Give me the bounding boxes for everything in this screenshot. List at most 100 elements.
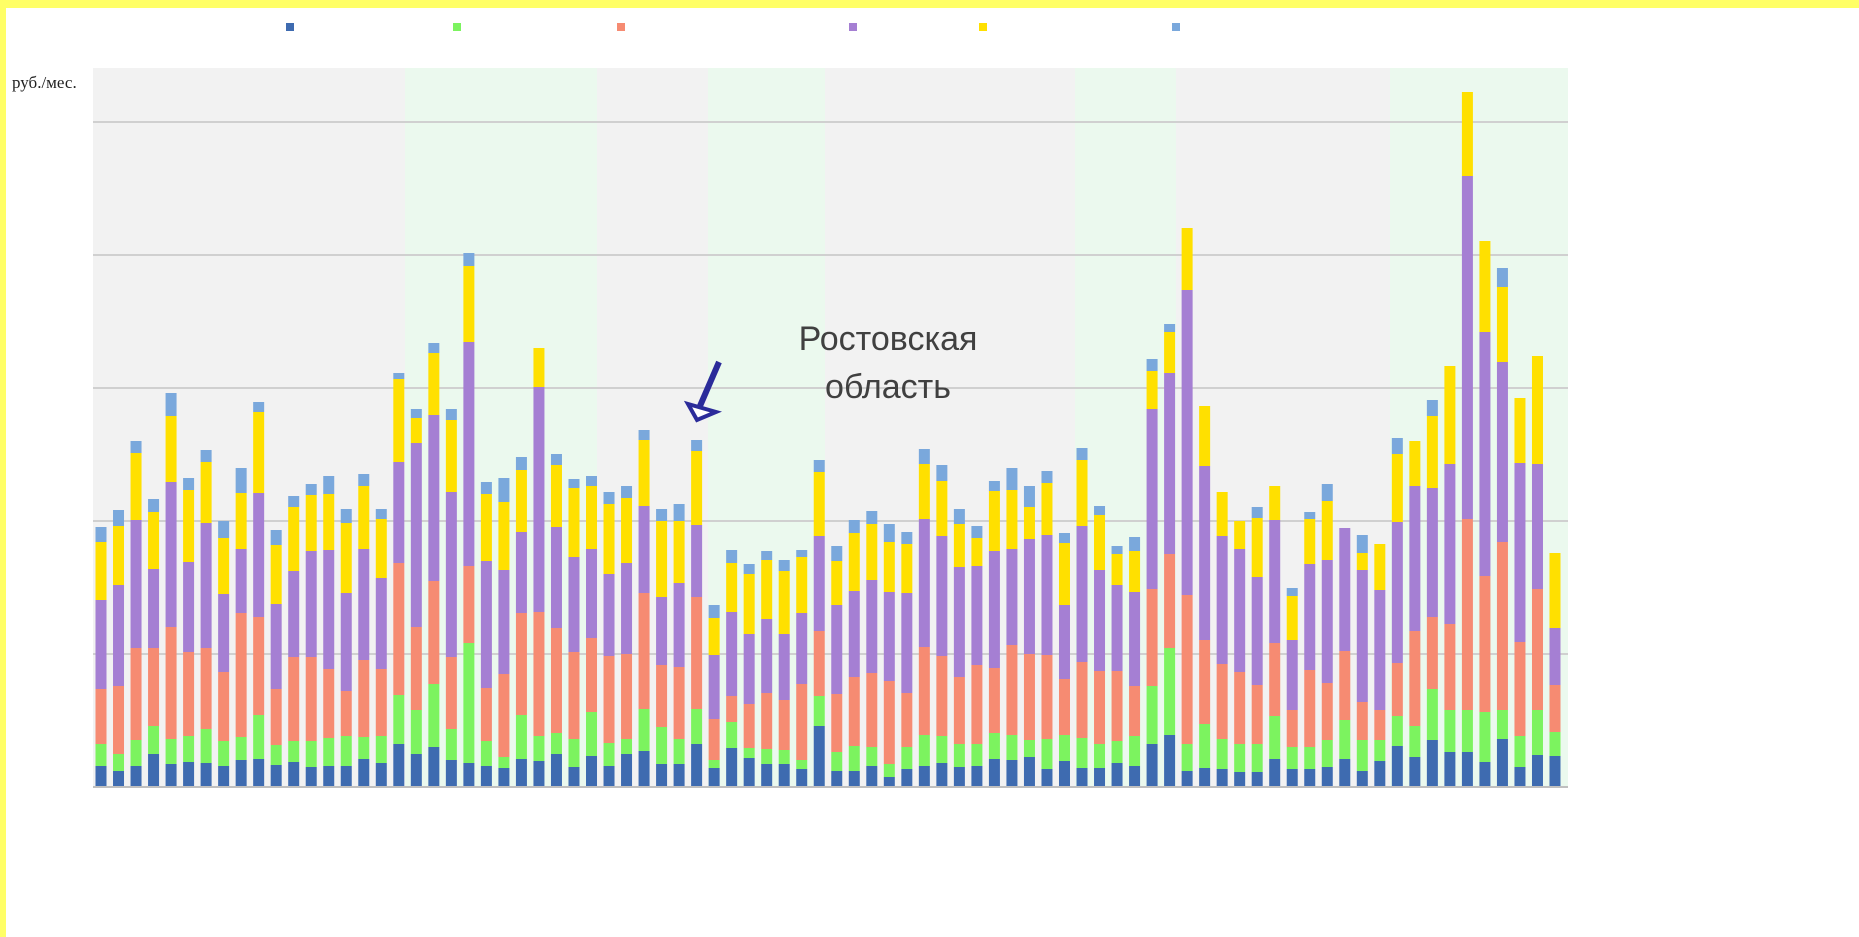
bar-segment: [1286, 596, 1298, 640]
bar-segment: [883, 681, 895, 764]
bar-segment: [410, 710, 422, 754]
bar-segment: [1216, 739, 1228, 769]
bar-segment: [1374, 740, 1386, 761]
bar-segment: [270, 545, 282, 604]
bar-segment: [480, 482, 492, 494]
bar-segment: [1531, 356, 1543, 464]
bar-segment: [323, 738, 335, 766]
bar-segment: [1146, 359, 1158, 371]
bar-segment: [1409, 486, 1421, 631]
bar-segment: [1356, 535, 1368, 553]
bar-segment: [936, 481, 948, 536]
bar-segment: [866, 580, 878, 673]
bar-segment: [1514, 767, 1526, 787]
bar-segment: [1058, 533, 1070, 543]
bar-segment: [586, 756, 598, 787]
bar-segment: [778, 560, 790, 571]
bar-segment: [183, 736, 195, 762]
bar-segment: [95, 542, 107, 600]
bar-segment: [533, 612, 545, 736]
bar-segment: [1304, 512, 1316, 519]
bar-segment: [1006, 760, 1018, 787]
bar-segment: [1304, 769, 1316, 787]
bar-segment: [848, 746, 860, 771]
bar-segment: [1286, 769, 1298, 787]
bar-segment: [1356, 740, 1368, 771]
bar-segment: [1234, 744, 1246, 772]
bar-segment: [1058, 543, 1070, 605]
bar-segment: [375, 763, 387, 787]
bar-segment: [936, 465, 948, 481]
bar-segment: [1444, 710, 1456, 752]
bar-segment: [586, 486, 598, 549]
bar-segment: [515, 759, 527, 787]
bar-segment: [550, 733, 562, 754]
bar-segment: [165, 393, 177, 416]
bar-segment: [1391, 522, 1403, 663]
bar-segment: [1304, 670, 1316, 747]
bar-segment: [953, 767, 965, 787]
bar-segment: [498, 674, 510, 757]
bar-segment: [918, 449, 930, 464]
bar-segment: [1286, 710, 1298, 747]
bar-segment: [656, 597, 668, 665]
bar-segment: [708, 760, 720, 768]
bar-segment: [445, 409, 457, 420]
bar-segment: [410, 627, 422, 710]
bar-segment: [323, 494, 335, 550]
bar-segment: [130, 766, 142, 787]
legend-swatch: [617, 23, 625, 31]
bar-segment: [1234, 549, 1246, 672]
bar-segment: [586, 476, 598, 486]
legend-swatch: [979, 23, 987, 31]
left-border: [0, 0, 6, 937]
bar-segment: [200, 523, 212, 648]
bar-segment: [358, 759, 370, 787]
bar-segment: [410, 409, 422, 418]
bar-segment: [235, 760, 247, 787]
bar-segment: [953, 509, 965, 524]
annotation: область: [825, 368, 951, 406]
bar-segment: [1111, 546, 1123, 554]
bar-segment: [883, 777, 895, 787]
bar-segment: [1146, 686, 1158, 744]
bar-segment: [1076, 738, 1088, 768]
bar-segment: [1111, 741, 1123, 763]
bar-segment: [1023, 654, 1035, 740]
bar-segment: [691, 744, 703, 787]
bar-segment: [761, 551, 773, 560]
bar-segment: [1129, 686, 1141, 736]
bar-segment: [988, 491, 1000, 551]
bar-segment: [831, 561, 843, 605]
bar-segment: [1356, 771, 1368, 787]
bar-segment: [1269, 486, 1281, 520]
bar-segment: [340, 736, 352, 766]
bar-segment: [393, 563, 405, 695]
bar-segment: [1111, 585, 1123, 671]
bar-segment: [656, 665, 668, 727]
bar-segment: [1006, 490, 1018, 549]
bar-segment: [1111, 763, 1123, 787]
bar-segment: [883, 542, 895, 592]
bar-segment: [1199, 640, 1211, 724]
bar-segment: [866, 511, 878, 524]
bar-segment: [603, 504, 615, 574]
bar-segment: [1426, 740, 1438, 787]
bar-segment: [1339, 720, 1351, 759]
bar-segment: [1129, 551, 1141, 592]
bar-segment: [848, 533, 860, 591]
bar-segment: [1374, 590, 1386, 710]
bar-segment: [148, 499, 160, 512]
bar-segment: [1409, 441, 1421, 486]
bar-segment: [358, 474, 370, 486]
bar-segment: [550, 527, 562, 628]
bar-segment: [1146, 589, 1158, 686]
bar-segment: [1076, 460, 1088, 526]
bar-segment: [1426, 617, 1438, 689]
bar-segment: [253, 493, 265, 617]
bar-segment: [463, 253, 475, 266]
bar-segment: [1251, 772, 1263, 787]
bar-segment: [1461, 92, 1473, 176]
bar-segment: [1094, 768, 1106, 787]
bar-segment: [1304, 564, 1316, 670]
